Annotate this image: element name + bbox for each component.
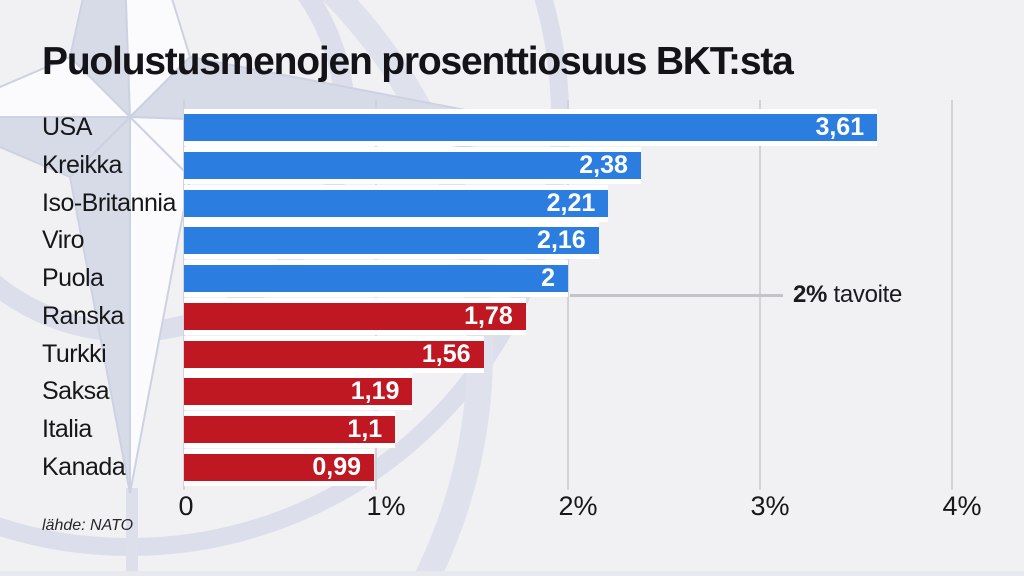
bar-value-label: 1,78 bbox=[464, 301, 513, 330]
bar-value-label: 2,16 bbox=[537, 226, 586, 255]
bar-category-label: Kreikka bbox=[42, 151, 122, 179]
bar-row: Iso-Britannia 2,21 bbox=[0, 184, 1024, 223]
bar: 2,16 bbox=[184, 222, 599, 260]
bar-category-label: Puola bbox=[42, 264, 104, 293]
target-line bbox=[570, 294, 783, 297]
gridline bbox=[951, 100, 953, 490]
bar-category-label: Viro bbox=[42, 226, 85, 255]
bar-category-label: Ranska bbox=[42, 301, 124, 330]
bar-category-label: Kanada bbox=[42, 452, 126, 481]
bar: 1,19 bbox=[184, 373, 413, 411]
bar: 2,38 bbox=[184, 147, 641, 184]
bar-row: Puola 2 bbox=[0, 260, 1024, 298]
bar: 1,56 bbox=[184, 335, 484, 373]
gridline bbox=[567, 100, 569, 490]
axis-tick-label: 4% bbox=[942, 491, 982, 521]
axis-tick-label: 0 bbox=[178, 491, 194, 521]
bar-category-label: Italia bbox=[42, 414, 92, 443]
bar: 3,61 bbox=[184, 109, 878, 147]
bar-row: Saksa 1,19 bbox=[0, 373, 1024, 411]
bar-category-label: Saksa bbox=[42, 377, 109, 406]
axis-tick-label: 2% bbox=[558, 491, 598, 521]
bar: 2,21 bbox=[184, 184, 609, 222]
bar-value-label: 0,99 bbox=[312, 452, 362, 481]
target-label: 2% tavoite bbox=[793, 280, 902, 310]
bar-value-label: 1,19 bbox=[350, 377, 400, 406]
bar: 1,1 bbox=[184, 410, 396, 448]
bar-category-label: USA bbox=[42, 113, 92, 142]
bar-value-label: 1,1 bbox=[347, 414, 383, 443]
bar-value-label: 1,56 bbox=[421, 339, 471, 368]
bar-category-label: Turkki bbox=[42, 339, 107, 368]
bar-value-label: 2 bbox=[541, 264, 555, 293]
bar-value-label: 2,38 bbox=[579, 151, 628, 179]
axis-tick-label: 3% bbox=[750, 491, 790, 521]
target-label-value: 2% bbox=[793, 281, 828, 308]
bar-row: Viro 2,16 bbox=[0, 222, 1024, 260]
bar-row: USA 3,61 bbox=[0, 109, 1024, 147]
target-label-text: tavoite bbox=[827, 281, 903, 308]
bar: 1,78 bbox=[184, 297, 526, 335]
bar: 0,99 bbox=[184, 448, 375, 486]
bar-value-label: 2,21 bbox=[546, 188, 596, 217]
axis-tick-label: 1% bbox=[366, 491, 406, 521]
bar-category-label: Iso-Britannia bbox=[42, 188, 176, 217]
source-note: lähde: NATO bbox=[42, 517, 134, 534]
bar-row: Italia 1,1 bbox=[0, 410, 1024, 449]
bar: 2 bbox=[184, 260, 568, 298]
bottom-edge-strip bbox=[0, 571, 1024, 576]
bar-row: Kreikka 2,38 bbox=[0, 147, 1024, 185]
bar-row: Ranska 1,78 bbox=[0, 297, 1024, 336]
bar-row: Kanada 0,99 bbox=[0, 448, 1024, 487]
bar-value-label: 3,61 bbox=[815, 113, 865, 142]
bar-row: Turkki 1,56 bbox=[0, 335, 1024, 374]
chart-title: Puolustusmenojen prosenttiosuus BKT:sta bbox=[42, 40, 794, 83]
